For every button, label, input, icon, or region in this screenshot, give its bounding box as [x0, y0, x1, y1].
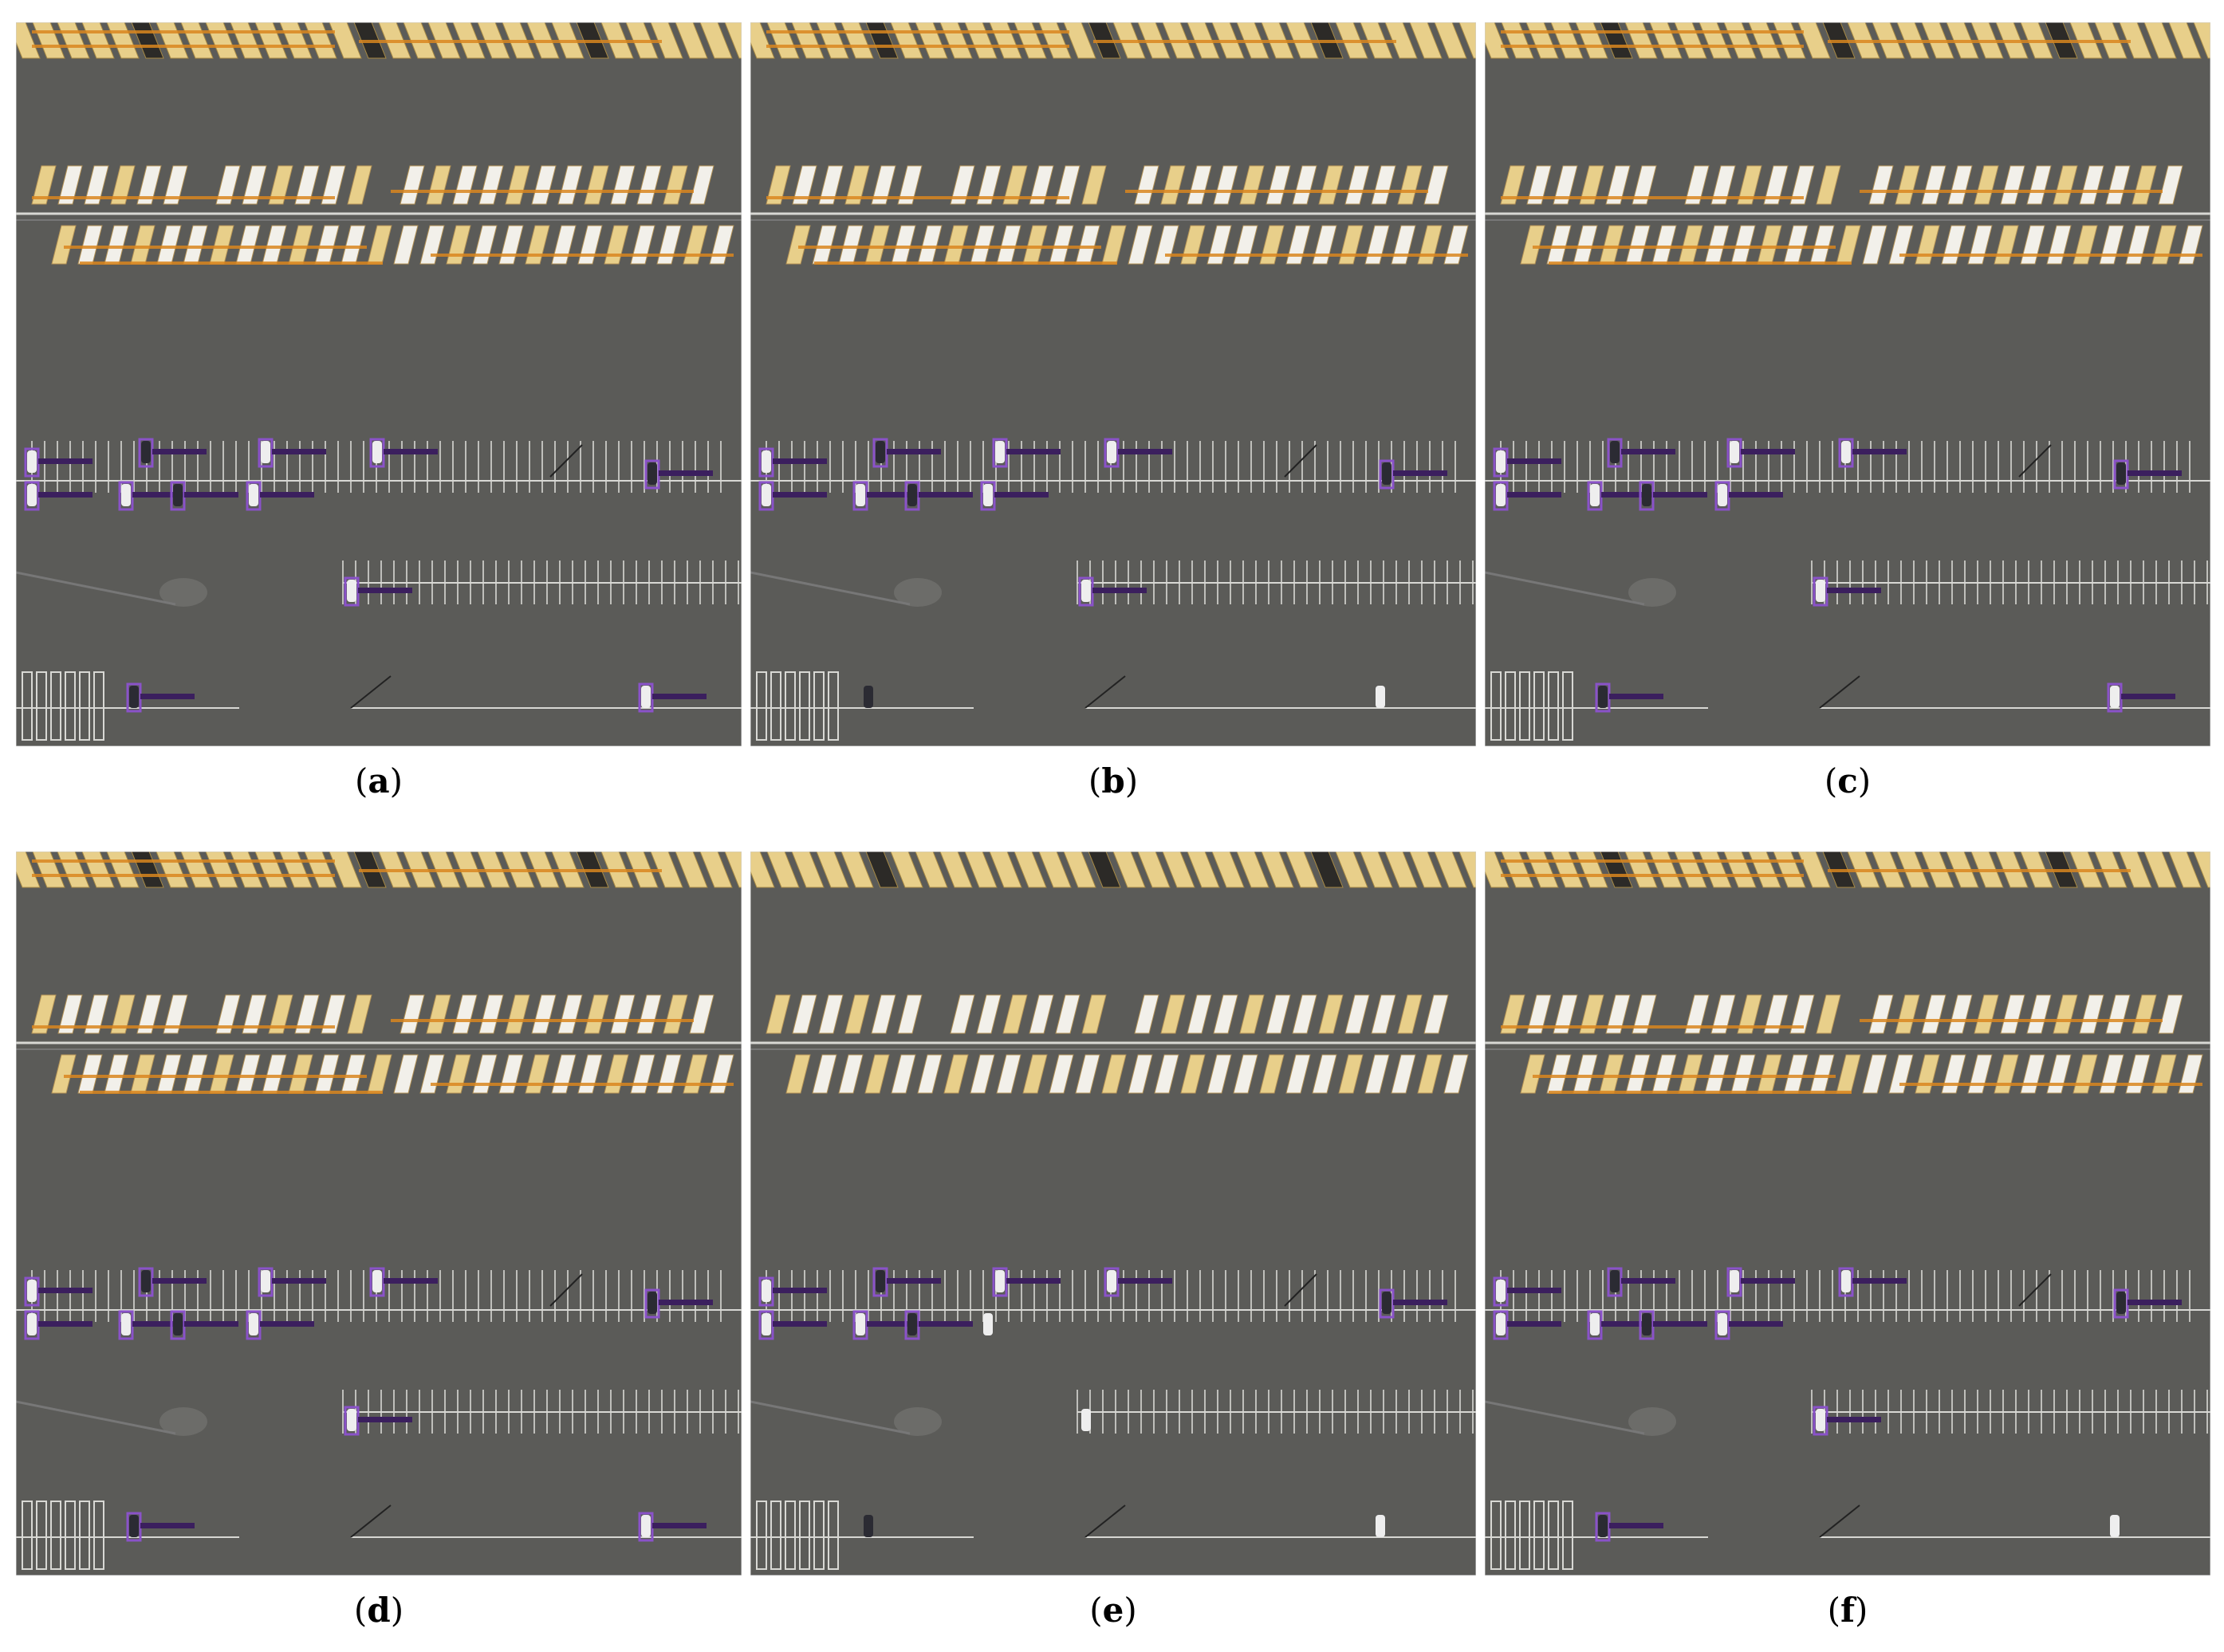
caption-b: (b) [1088, 761, 1139, 800]
aerial-parking-lot-e [750, 852, 1476, 1575]
caption-c-letter: c [1837, 761, 1858, 800]
aerial-parking-lot-a [16, 22, 742, 746]
aerial-parking-lot-f [1485, 852, 2210, 1575]
aerial-parking-lot-d [16, 852, 742, 1575]
panel-f-image [1485, 852, 2210, 1575]
caption-a: (a) [355, 761, 403, 800]
panel-d-image [16, 852, 742, 1575]
caption-b-letter: b [1101, 761, 1125, 800]
caption-e: (e) [1089, 1591, 1137, 1630]
panel-a-image [16, 22, 742, 746]
aerial-parking-lot-b [750, 22, 1476, 746]
panel-c-image [1485, 22, 2210, 746]
caption-f: (f) [1827, 1591, 1868, 1630]
caption-c: (c) [1824, 761, 1872, 800]
aerial-parking-lot-c [1485, 22, 2210, 746]
caption-e-letter: e [1102, 1591, 1124, 1630]
caption-d-letter: d [367, 1591, 391, 1630]
panel-b-image [750, 22, 1476, 746]
caption-f-letter: f [1840, 1591, 1856, 1630]
caption-d: (d) [353, 1591, 404, 1630]
panel-e-image [750, 852, 1476, 1575]
caption-a-letter: a [368, 761, 390, 800]
